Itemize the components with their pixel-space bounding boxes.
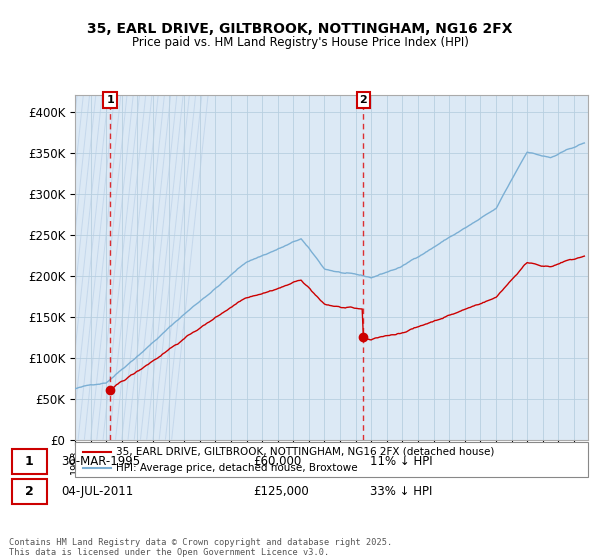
Text: £125,000: £125,000 [253,486,309,498]
Text: 30-MAR-1995: 30-MAR-1995 [61,455,140,468]
Text: 1: 1 [25,455,34,468]
Text: Price paid vs. HM Land Registry's House Price Index (HPI): Price paid vs. HM Land Registry's House … [131,36,469,49]
Text: Contains HM Land Registry data © Crown copyright and database right 2025.
This d: Contains HM Land Registry data © Crown c… [9,538,392,557]
Text: 35, EARL DRIVE, GILTBROOK, NOTTINGHAM, NG16 2FX: 35, EARL DRIVE, GILTBROOK, NOTTINGHAM, N… [87,22,513,36]
Text: 2: 2 [25,486,34,498]
Text: 33% ↓ HPI: 33% ↓ HPI [370,486,432,498]
Text: 2: 2 [359,95,367,105]
FancyBboxPatch shape [75,442,588,477]
FancyBboxPatch shape [12,449,47,474]
Text: 11% ↓ HPI: 11% ↓ HPI [370,455,433,468]
Text: £60,000: £60,000 [253,455,302,468]
Text: 1: 1 [106,95,114,105]
Text: HPI: Average price, detached house, Broxtowe: HPI: Average price, detached house, Brox… [116,463,358,473]
Text: 35, EARL DRIVE, GILTBROOK, NOTTINGHAM, NG16 2FX (detached house): 35, EARL DRIVE, GILTBROOK, NOTTINGHAM, N… [116,447,494,457]
Text: 04-JUL-2011: 04-JUL-2011 [61,486,134,498]
FancyBboxPatch shape [12,479,47,505]
